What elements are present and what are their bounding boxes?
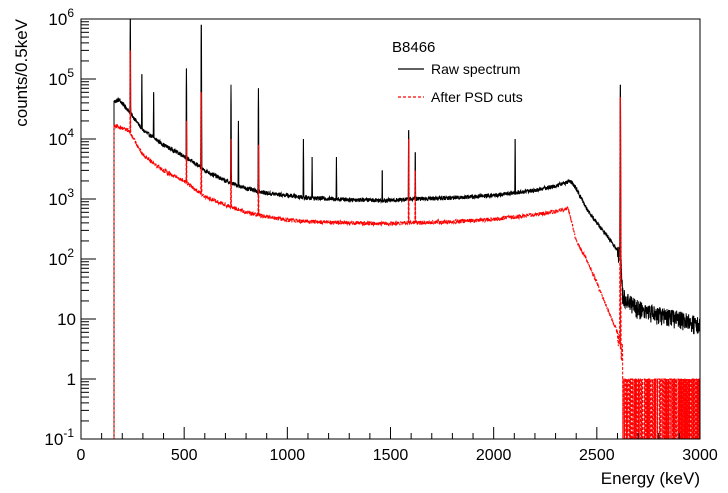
y-tick-label: 1 [67,370,76,389]
series-layer [113,18,701,440]
y-axis: 10-1 1 10 102 103 104 105 106 [44,6,96,449]
y-tick-label: 103 [48,186,74,209]
y-tick-label: 10-1 [44,426,74,449]
y-tick-label: 105 [48,66,74,89]
y-tick-label: 104 [48,126,74,149]
legend-label-raw-spectrum: Raw spectrum [431,61,520,77]
x-tick-label: 2500 [579,447,615,464]
y-axis-label: counts/0.5keV [12,18,31,126]
y-tick-label: 102 [48,246,74,269]
x-tick-label: 500 [171,447,198,464]
x-tick-label: 2000 [476,447,512,464]
y-tick-label: 106 [48,6,74,29]
x-tick-label: 0 [77,447,86,464]
series-line-after-psd-cuts [113,50,701,440]
x-tick-label: 1000 [270,447,306,464]
x-tick-label: 3000 [682,447,718,464]
x-axis-label: Energy (keV) [601,469,700,488]
legend: B8466 Raw spectrum After PSD cuts [392,39,523,105]
legend-label-after-psd-cuts: After PSD cuts [431,89,523,105]
legend-title: B8466 [392,39,435,56]
y-tick-label: 10 [57,310,76,329]
x-axis: 0 500 1000 1500 2000 2500 3000 [77,427,718,464]
x-tick-label: 1500 [373,447,409,464]
series-line-raw-spectrum [113,18,701,439]
